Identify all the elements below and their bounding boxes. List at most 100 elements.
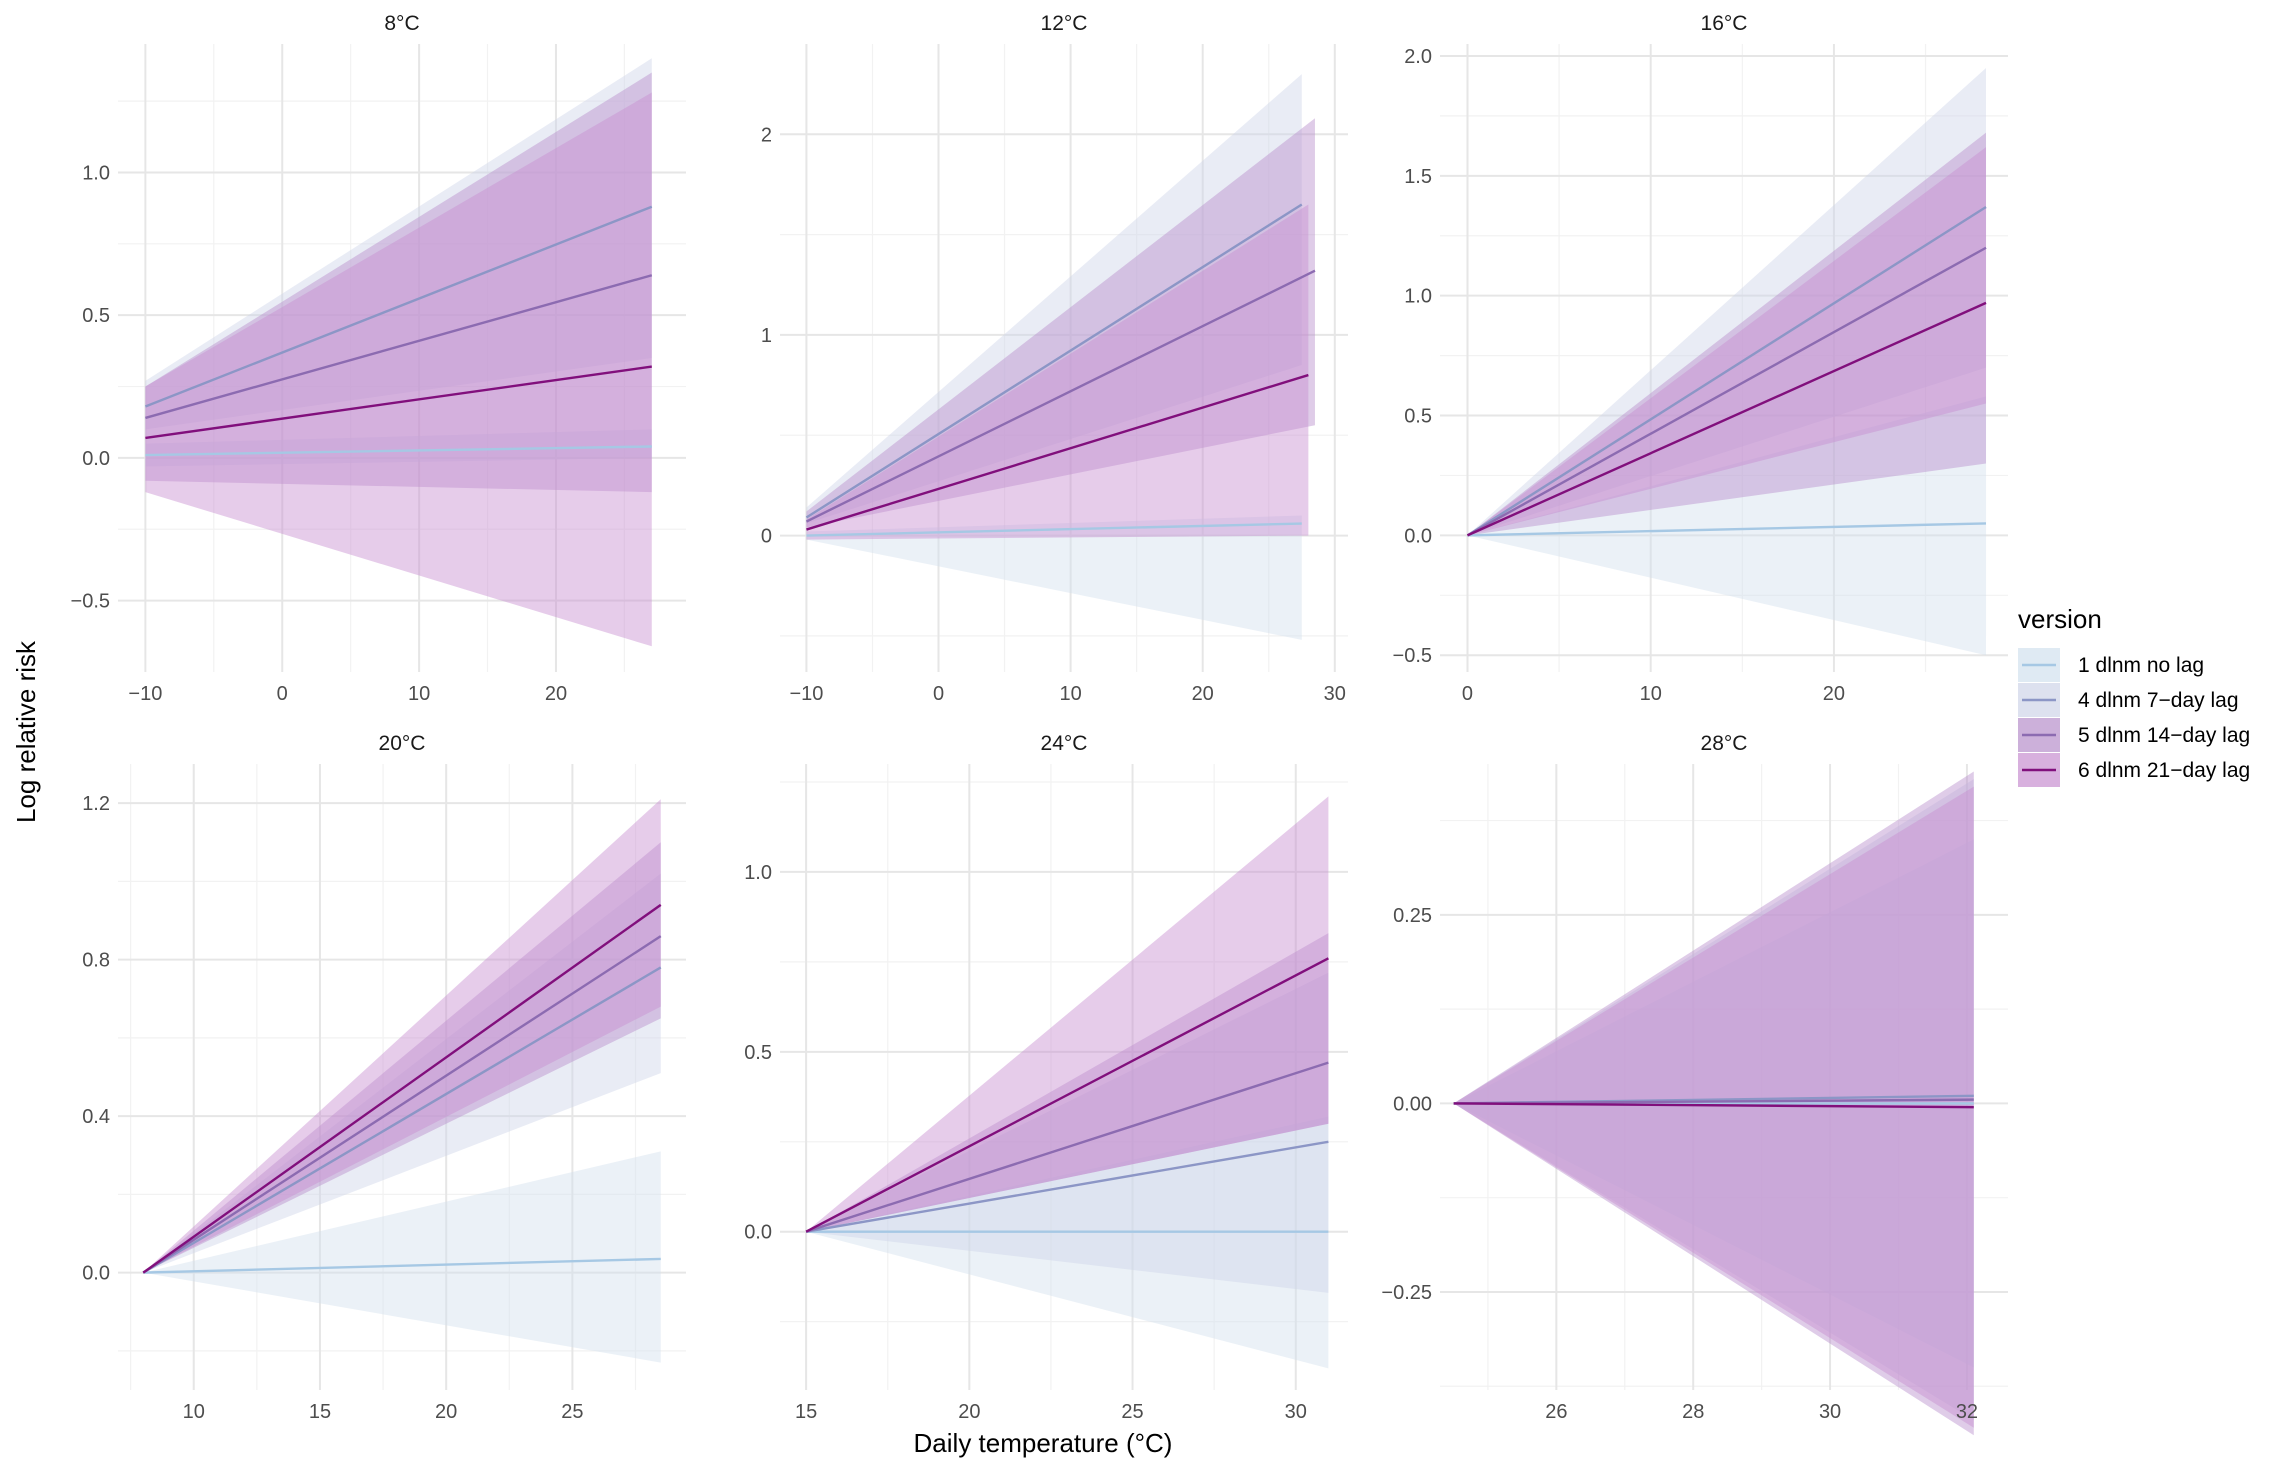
series-line bbox=[144, 205, 653, 408]
x-tick-label: 25 bbox=[561, 1401, 583, 1423]
x-tick-label: 30 bbox=[1819, 1401, 1841, 1423]
y-tick-label: −0.25 bbox=[1381, 1282, 1432, 1304]
series-line bbox=[1466, 246, 1987, 537]
x-tick-label: 32 bbox=[1956, 1401, 1978, 1423]
series-line bbox=[805, 203, 1303, 519]
legend-items: 1 dlnm no lag 4 dlnm 7−day lag 5 dlnm 14−d… bbox=[2018, 648, 2250, 787]
x-tick-label: 20 bbox=[435, 1401, 457, 1423]
legend-title: version bbox=[2018, 604, 2102, 634]
confidence-band bbox=[1467, 147, 1987, 536]
confidence-band bbox=[806, 74, 1302, 524]
y-tick-label: −0.5 bbox=[1393, 645, 1432, 667]
x-tick-label: 26 bbox=[1545, 1401, 1567, 1423]
legend-item: 4 dlnm 7−day lag bbox=[2018, 683, 2239, 717]
facet-panels: −10 0 10 20 −0.5 0.0 0.5 1.0 8°C −10 0 10 20 30 0 1 2 12°… bbox=[71, 12, 2008, 1436]
x-tick-label: 30 bbox=[1324, 683, 1346, 705]
y-tick-label: 1.0 bbox=[1404, 286, 1432, 308]
facet-title: 28°C bbox=[1701, 732, 1748, 755]
y-tick-label: 0.0 bbox=[82, 1263, 110, 1285]
y-tick-label: 2 bbox=[761, 124, 772, 146]
series-line bbox=[1453, 1102, 1974, 1109]
confidence-band bbox=[145, 58, 652, 430]
series-line bbox=[805, 957, 1329, 1233]
series-line bbox=[805, 269, 1316, 523]
series-line bbox=[1453, 1098, 1974, 1105]
legend-item: 1 dlnm no lag bbox=[2018, 648, 2204, 682]
x-tick-label: 25 bbox=[1121, 1401, 1143, 1423]
y-axis-title: Log relative risk bbox=[11, 640, 41, 823]
confidence-band bbox=[143, 873, 661, 1273]
x-tick-label: 10 bbox=[1640, 683, 1662, 705]
confidence-band bbox=[806, 933, 1329, 1232]
x-tick-label: 10 bbox=[183, 1401, 205, 1423]
y-tick-label: 0.00 bbox=[1393, 1093, 1432, 1115]
y-tick-label: 0.5 bbox=[744, 1042, 772, 1064]
x-tick-label: 30 bbox=[1285, 1401, 1307, 1423]
x-tick-label: −10 bbox=[789, 683, 823, 705]
series-line bbox=[142, 903, 662, 1274]
facet-panel: 10 15 20 25 0.0 0.4 0.8 1.2 20°C bbox=[82, 732, 686, 1423]
x-tick-label: 20 bbox=[545, 683, 567, 705]
facet-panel: −10 0 10 20 30 0 1 2 12°C bbox=[761, 12, 1348, 705]
legend-item: 5 dlnm 14−day lag bbox=[2018, 718, 2250, 752]
facet-panel: 26 28 30 32 −0.25 0.00 0.25 28°C bbox=[1381, 732, 2008, 1436]
confidence-band bbox=[806, 1116, 1329, 1369]
series-line bbox=[145, 445, 652, 457]
x-tick-label: 0 bbox=[277, 683, 288, 705]
confidence-band bbox=[806, 204, 1309, 540]
legend-label: 1 dlnm no lag bbox=[2078, 654, 2204, 677]
x-tick-label: 28 bbox=[1682, 1401, 1704, 1423]
series-line bbox=[142, 935, 662, 1274]
legend: version 1 dlnm no lag 4 dlnm 7−day lag 5 d… bbox=[2018, 604, 2250, 787]
legend-item: 6 dlnm 21−day lag bbox=[2018, 753, 2250, 787]
facet-title: 20°C bbox=[379, 732, 426, 755]
y-tick-label: 0.4 bbox=[82, 1106, 110, 1128]
series-line bbox=[142, 966, 662, 1274]
confidence-band bbox=[806, 515, 1302, 640]
y-tick-label: 0.5 bbox=[1404, 406, 1432, 428]
y-tick-label: 0.0 bbox=[1404, 525, 1432, 547]
series-line bbox=[1467, 522, 1987, 537]
x-tick-label: 20 bbox=[1823, 683, 1845, 705]
series-line bbox=[145, 365, 652, 440]
y-tick-label: 1.5 bbox=[1404, 166, 1432, 188]
series-line bbox=[806, 373, 1309, 531]
confidence-band bbox=[806, 796, 1329, 1232]
y-tick-label: 1 bbox=[761, 325, 772, 347]
confidence-band bbox=[145, 92, 652, 647]
x-tick-label: 10 bbox=[408, 683, 430, 705]
facet-title: 8°C bbox=[384, 12, 419, 35]
series-line bbox=[805, 1140, 1329, 1233]
facet-panel: 15 20 25 30 0.0 0.5 1.0 24°C bbox=[744, 732, 1348, 1423]
x-tick-label: 20 bbox=[958, 1401, 980, 1423]
x-tick-label: 20 bbox=[1192, 683, 1214, 705]
x-tick-label: 15 bbox=[309, 1401, 331, 1423]
confidence-band bbox=[1467, 132, 1987, 536]
confidence-band bbox=[143, 842, 661, 1273]
series-line bbox=[1466, 301, 1987, 537]
facet-title: 12°C bbox=[1041, 12, 1088, 35]
y-tick-label: 1.0 bbox=[744, 862, 772, 884]
x-tick-label: −10 bbox=[128, 683, 162, 705]
series-line bbox=[806, 522, 1302, 537]
confidence-band bbox=[1453, 786, 1974, 1428]
confidence-band bbox=[1467, 396, 1987, 656]
series-line bbox=[145, 274, 653, 420]
confidence-band bbox=[145, 72, 652, 493]
legend-label: 5 dlnm 14−day lag bbox=[2078, 724, 2250, 747]
facet-title: 16°C bbox=[1701, 12, 1748, 35]
x-tick-label: 0 bbox=[1462, 683, 1473, 705]
x-axis-title: Daily temperature (°C) bbox=[914, 1428, 1173, 1458]
y-tick-label: 1.0 bbox=[82, 162, 110, 184]
facet-title: 24°C bbox=[1041, 732, 1088, 755]
y-tick-label: 0.8 bbox=[82, 950, 110, 972]
confidence-band bbox=[806, 118, 1315, 528]
x-tick-label: 0 bbox=[933, 683, 944, 705]
series-line bbox=[143, 1257, 661, 1274]
y-tick-label: 2.0 bbox=[1404, 46, 1432, 68]
legend-label: 4 dlnm 7−day lag bbox=[2078, 689, 2239, 712]
confidence-band bbox=[1467, 67, 1987, 536]
series-line bbox=[805, 1061, 1329, 1233]
series-line bbox=[1466, 205, 1987, 537]
